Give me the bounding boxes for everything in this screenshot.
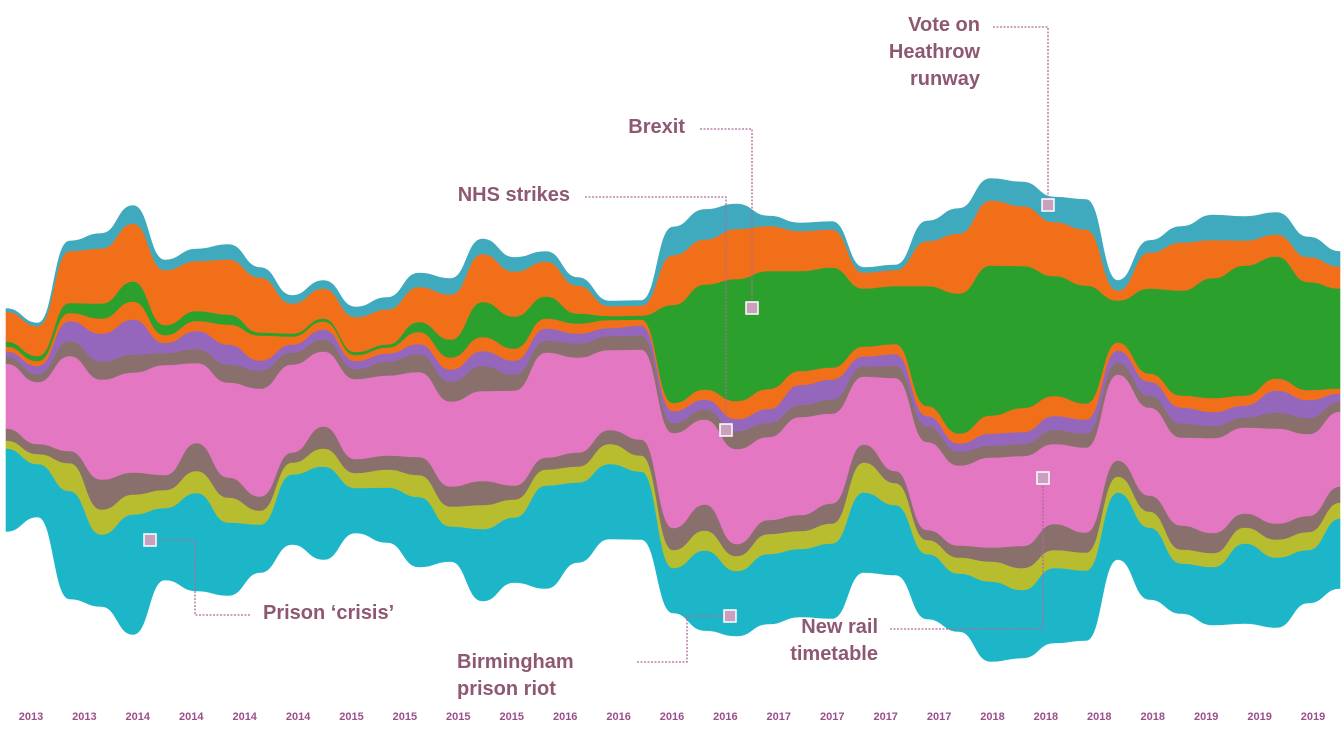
x-tick-label: 2019 (1194, 711, 1218, 723)
annotation-label-line: runway (910, 68, 981, 90)
x-tick-label: 2014 (232, 711, 257, 723)
annotation-marker[interactable] (143, 533, 157, 547)
x-tick-label: 2018 (980, 711, 1004, 723)
annotation-marker[interactable] (723, 609, 737, 623)
stream-layer-10 (5, 178, 1341, 327)
x-tick-label: 2017 (873, 711, 897, 723)
annotation-label: Birmingham prison riot (457, 651, 574, 700)
x-tick-label: 2014 (179, 711, 204, 723)
annotation-label-line: Vote on (908, 14, 980, 36)
annotation-leader-line (150, 539, 250, 616)
x-tick-label: 2017 (767, 711, 791, 723)
annotation-marker[interactable] (719, 423, 733, 437)
annotation-leader-line (993, 26, 1049, 205)
annotation-label: Vote on Heathrow runway (889, 14, 981, 90)
x-axis-tick-labels: 2013 2013 2014 2014 2014 2014 2015 2015 2015 2015… (19, 711, 1325, 723)
annotation-leader-line (637, 615, 730, 663)
x-tick-label: 2018 (1141, 711, 1165, 723)
annotation-label-line: Birmingham (457, 651, 574, 673)
x-tick-label: 2015 (500, 711, 524, 723)
annotation-label-line: prison riot (457, 678, 556, 700)
x-tick-label: 2016 (660, 711, 684, 723)
x-tick-label: 2013 (72, 711, 96, 723)
x-tick-label: 2016 (606, 711, 630, 723)
x-tick-label: 2013 (19, 711, 43, 723)
x-tick-label: 2016 (713, 711, 737, 723)
x-tick-label: 2019 (1247, 711, 1271, 723)
annotation-marker[interactable] (745, 301, 759, 315)
annotation-label-line: NHS strikes (458, 184, 570, 206)
annotation-label-line: New rail (801, 616, 878, 638)
annotation-label-line: Brexit (628, 116, 685, 138)
annotation-markers (143, 198, 1055, 623)
annotation-marker[interactable] (1036, 471, 1050, 485)
x-tick-label: 2015 (339, 711, 363, 723)
x-tick-label: 2015 (393, 711, 417, 723)
annotation-labels: Vote on Heathrow runway Brexit NHS strikes Pr… (263, 14, 981, 700)
annotation-label: Brexit (628, 116, 685, 138)
x-tick-label: 2014 (126, 711, 151, 723)
x-tick-label: 2017 (927, 711, 951, 723)
x-tick-label: 2015 (446, 711, 470, 723)
stream-layers (5, 178, 1341, 662)
annotation-label-line: Heathrow (889, 41, 981, 63)
annotation-label: Prison ‘crisis’ (263, 602, 394, 624)
x-tick-label: 2018 (1034, 711, 1058, 723)
annotation-leader-line (890, 478, 1044, 630)
annotation-leaders (150, 26, 1049, 663)
annotation-label-line: timetable (790, 643, 878, 665)
x-tick-label: 2017 (820, 711, 844, 723)
x-tick-label: 2016 (553, 711, 577, 723)
annotation-label: New rail timetable (790, 616, 878, 665)
annotation-label: NHS strikes (458, 184, 570, 206)
annotation-marker[interactable] (1041, 198, 1055, 212)
x-tick-label: 2019 (1301, 711, 1325, 723)
x-tick-label: 2018 (1087, 711, 1111, 723)
annotation-leader-line (585, 196, 727, 430)
x-tick-label: 2014 (286, 711, 311, 723)
annotation-label-line: Prison ‘crisis’ (263, 602, 394, 624)
